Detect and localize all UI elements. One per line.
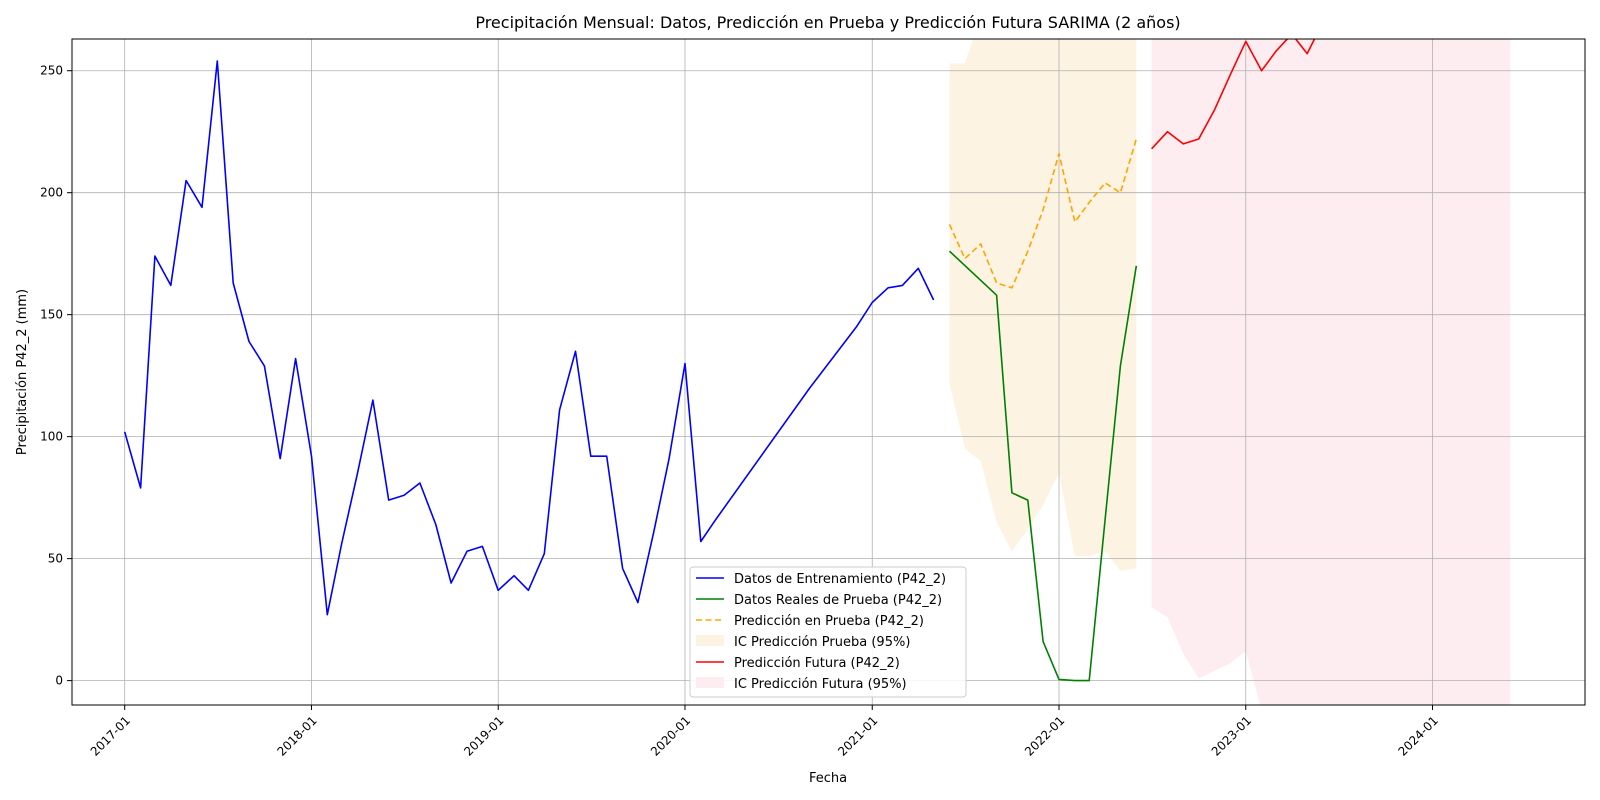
legend-label: Datos Reales de Prueba (P42_2) (734, 593, 942, 608)
legend-frame (689, 566, 967, 698)
x-tick-label: 2023-01 (1209, 713, 1254, 758)
x-tick-label: 2020-01 (648, 713, 693, 758)
legend-label: IC Predicción Futura (95%) (734, 677, 907, 692)
x-tick-label: 2018-01 (274, 713, 319, 758)
x-tick-label: 2017-01 (88, 713, 133, 758)
series-prediccion-en-prueba-p42-2 (948, 138, 1138, 289)
x-axis-label: Fecha (809, 771, 847, 786)
band-ic-prediccion-prueba-95 (949, 39, 1137, 571)
y-tick-label: 50 (48, 552, 63, 566)
legend: Datos de Entrenamiento (P42_2) Datos Real… (689, 566, 967, 698)
y-tick-label: 0 (55, 674, 63, 688)
series-datos-reales-de-prueba-p42-2 (948, 250, 1138, 682)
legend-label: IC Predicción Prueba (95%) (734, 635, 910, 650)
y-tick-label: 150 (40, 308, 63, 322)
x-tick-label: 2019-01 (461, 713, 506, 758)
legend-label: Predicción Futura (P42_2) (734, 656, 900, 671)
legend-label: Predicción en Prueba (P42_2) (734, 614, 924, 629)
series-datos-de-entrenamiento-p42-2 (123, 60, 935, 616)
y-tick-label: 250 (40, 64, 63, 78)
x-tick-label: 2024-01 (1396, 713, 1441, 758)
x-axis: 2017-01 2018-01 2019-01 2020-01 2021-01 2022-… (88, 705, 1441, 759)
legend-swatch (696, 635, 724, 646)
plot-area (71, 38, 1586, 706)
chart-title: Precipitación Mensual: Datos, Predicción… (475, 13, 1180, 32)
plot-frame (71, 38, 1586, 706)
legend-swatch (696, 677, 724, 688)
band-ic-prediccion-futura-95 (1151, 39, 1511, 705)
y-tick-label: 200 (40, 186, 63, 200)
y-axis-label: Precipitación P42_2 (mm) (15, 289, 30, 455)
series-prediccion-futura-p42-2 (1151, 39, 1316, 150)
x-tick-label: 2022-01 (1022, 713, 1067, 758)
legend-label: Datos de Entrenamiento (P42_2) (734, 572, 946, 587)
x-tick-label: 2021-01 (835, 713, 880, 758)
y-axis: 0 50 100 150 200 250 (40, 64, 72, 688)
y-tick-label: 100 (40, 430, 63, 444)
